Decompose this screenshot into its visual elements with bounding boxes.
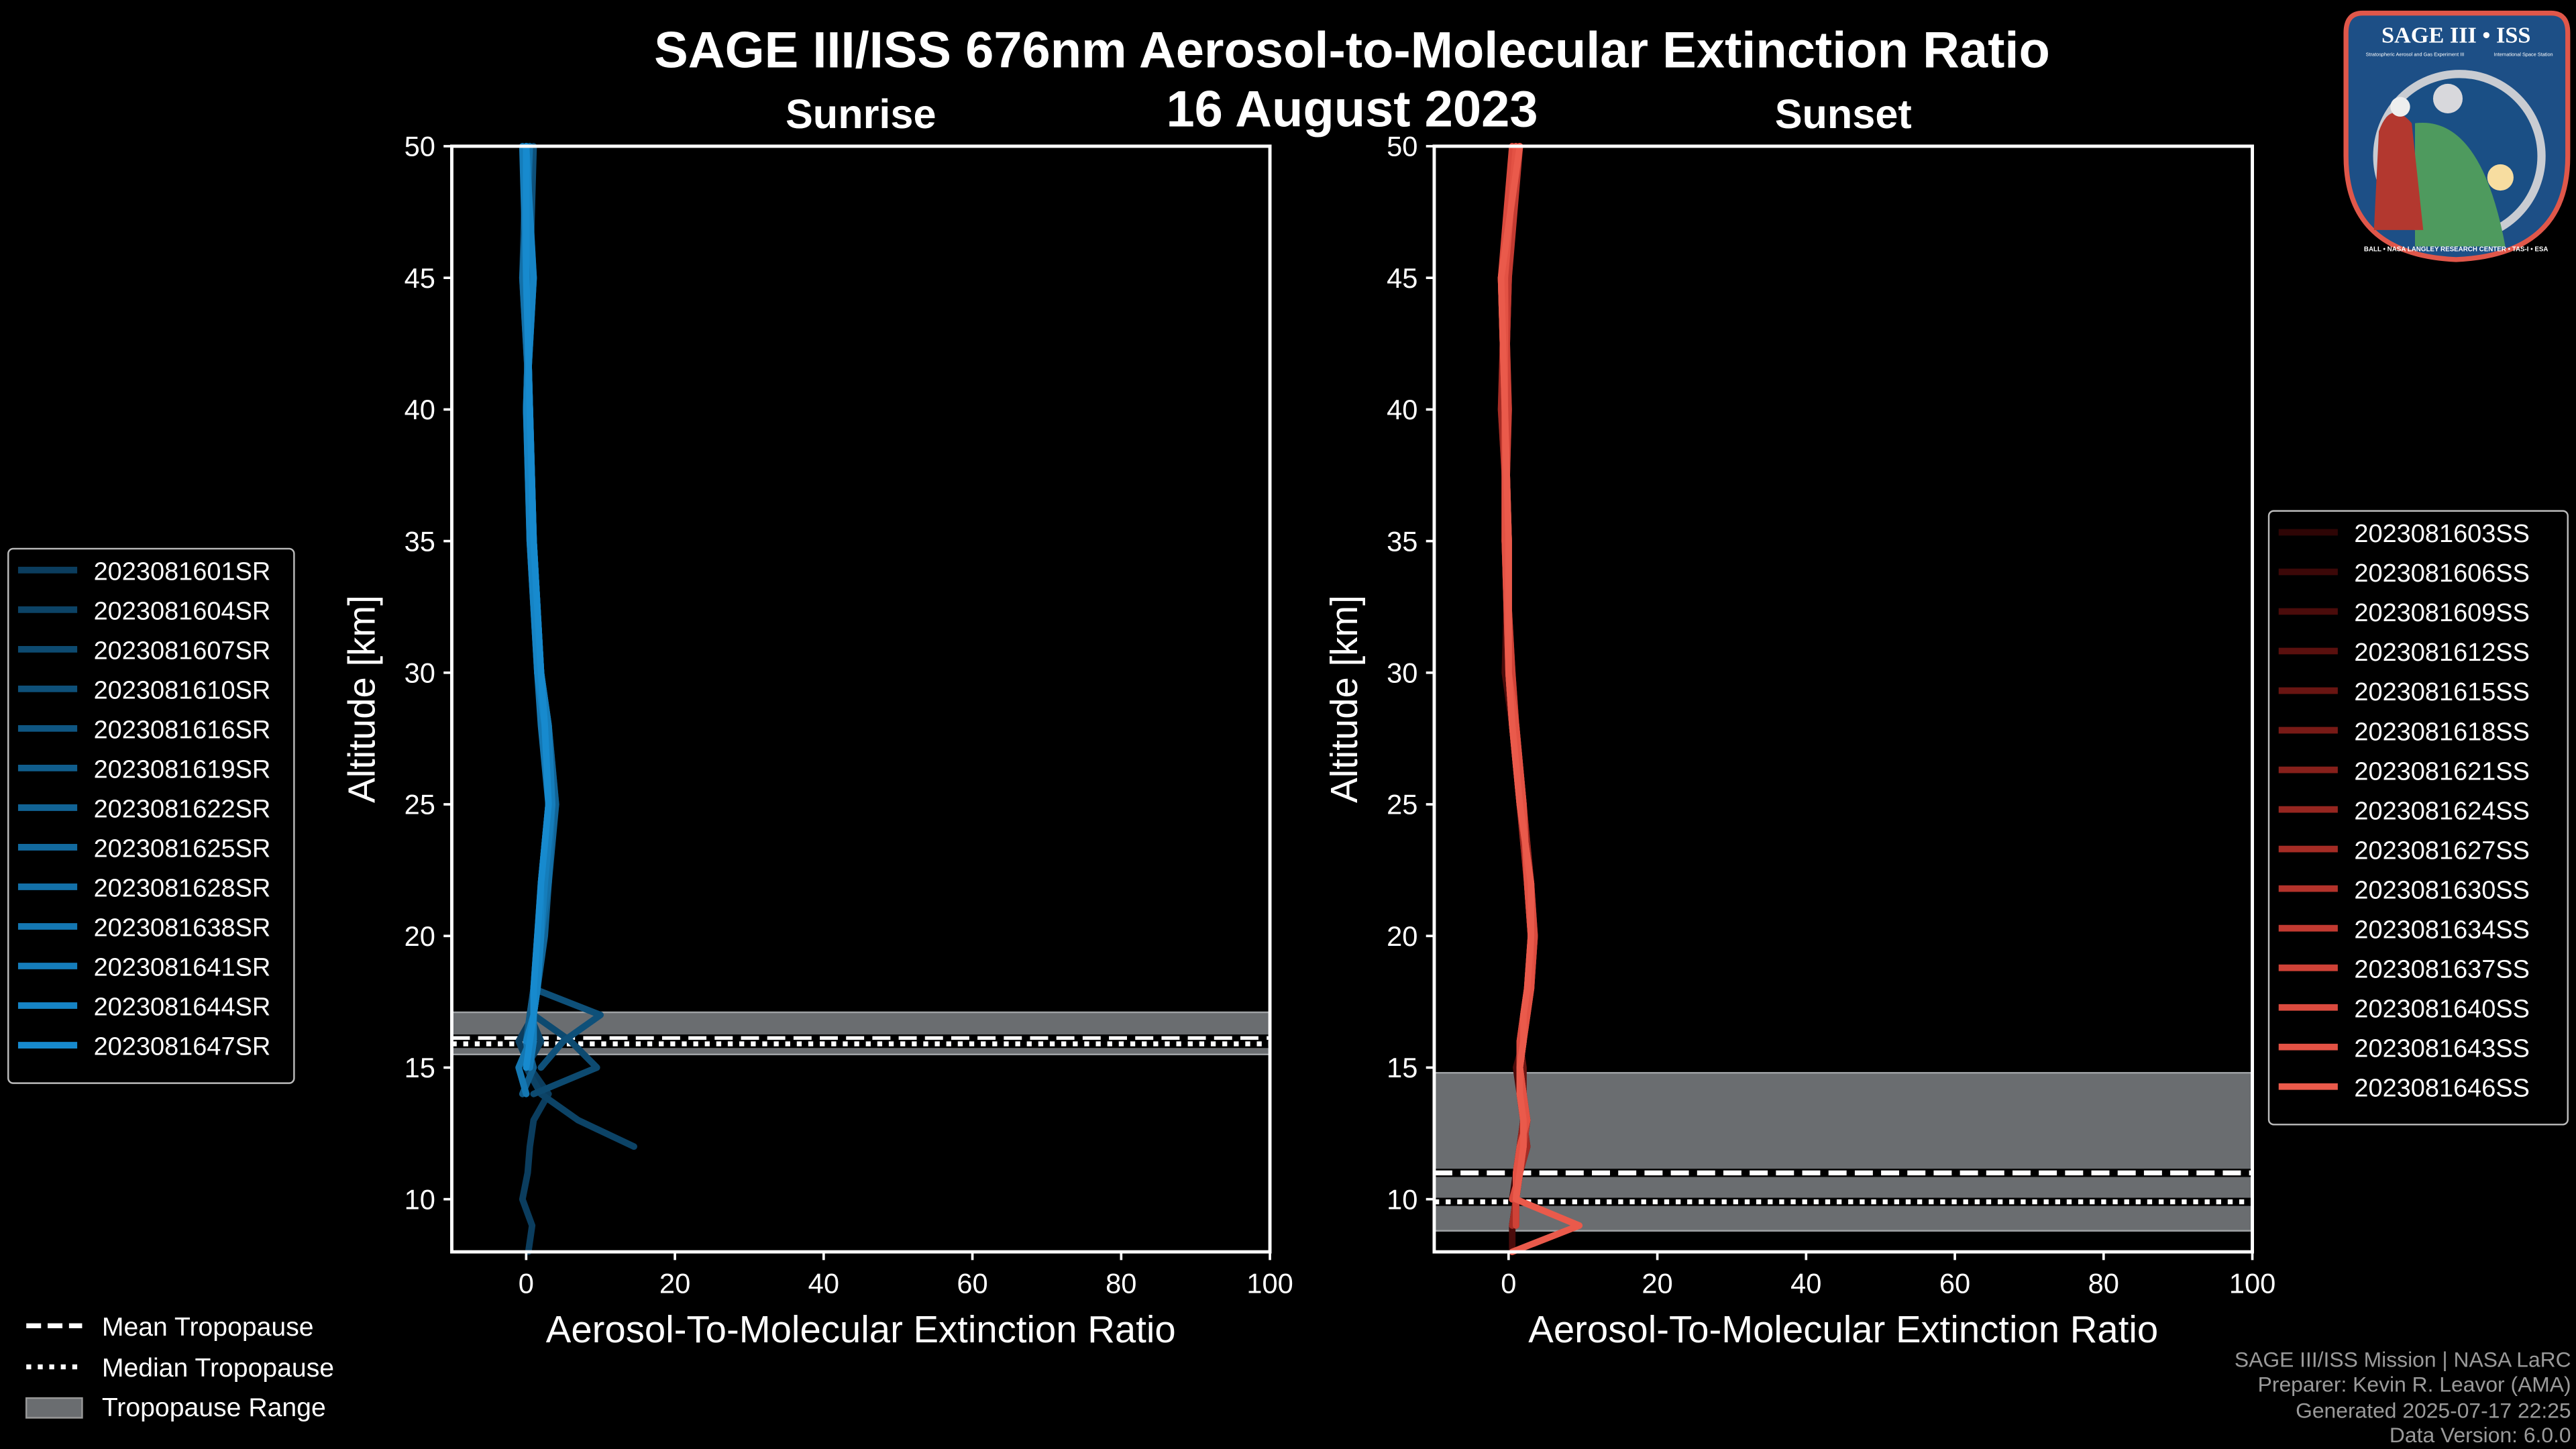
sunset-axes-frame [1432, 144, 2254, 1254]
sage-iii-iss-logo: SAGE III • ISS Stratospheric Aerosol and… [2343, 10, 2571, 262]
legend-entry: 2023081621SS [2354, 757, 2530, 786]
y-tick-label: 30 [405, 657, 435, 688]
legend-mean-tropopause: Mean Tropopause [102, 1313, 314, 1342]
legend-entry: 2023081619SR [94, 756, 271, 784]
y-tick-label: 10 [1387, 1183, 1417, 1215]
footer-version: Data Version: 6.0.0 [2390, 1423, 2571, 1447]
legend-entry: 2023081610SR [94, 677, 271, 705]
legend-entry: 2023081601SR [94, 557, 271, 586]
sunrise-axes-frame [450, 144, 1272, 1254]
legend-entry: 2023081603SS [2354, 520, 2530, 548]
legend-entry: 2023081643SS [2354, 1034, 2530, 1063]
sunrise-x-axis-label: Aerosol-To-Molecular Extinction Ratio [546, 1308, 1176, 1350]
x-tick-label: 80 [2088, 1267, 2119, 1299]
legend-entry: 2023081630SS [2354, 876, 2530, 904]
y-tick-label: 50 [405, 131, 435, 162]
legend-entry: 2023081644SR [94, 994, 271, 1022]
sunrise-plot-area [451, 146, 1271, 1252]
legend-entry: 2023081625SR [94, 835, 271, 863]
figure-date: 16 August 2023 [1166, 81, 1538, 138]
sunrise-axes: 0 20 40 60 80 100 10 15 20 25 30 35 40 45 50 Sunrise Aer… [340, 91, 1293, 1350]
legend-entry: 2023081646SS [2354, 1074, 2530, 1102]
legend-entry: 2023081622SR [94, 796, 271, 824]
legend-entry: 2023081615SS [2354, 678, 2530, 706]
x-tick-label: 40 [808, 1267, 839, 1299]
sunrise-subplot-title: Sunrise [786, 91, 936, 137]
y-tick-label: 20 [405, 920, 435, 952]
footer-generated: Generated 2025-07-17 22:25 [2296, 1398, 2571, 1422]
y-tick-label: 50 [1387, 131, 1417, 162]
x-tick-label: 80 [1106, 1267, 1136, 1299]
y-tick-label: 45 [405, 262, 435, 294]
legend-median-tropopause: Median Tropopause [102, 1354, 334, 1383]
footer-preparer: Preparer: Kevin R. Leavor (AMA) [2258, 1372, 2571, 1396]
sunset-plot-area [1434, 146, 2253, 1252]
legend-tropopause-range-swatch [25, 1397, 83, 1419]
x-tick-label: 60 [1939, 1267, 1970, 1299]
y-tick-label: 30 [1387, 657, 1417, 688]
legend-entry: 2023081641SR [94, 954, 271, 982]
y-tick-label: 40 [1387, 394, 1417, 425]
legend-entry: 2023081618SS [2354, 718, 2530, 746]
x-tick-label: 100 [1246, 1267, 1293, 1299]
x-tick-label: 40 [1790, 1267, 1821, 1299]
y-tick-label: 20 [1387, 920, 1417, 952]
legend-entry: 2023081647SR [94, 1033, 271, 1061]
svg-text:SAGE III • ISS: SAGE III • ISS [2381, 23, 2530, 48]
svg-text:Stratospheric Aerosol and Gas: Stratospheric Aerosol and Gas Experiment… [2366, 51, 2465, 57]
figure-title: SAGE III/ISS 676nm Aerosol-to-Molecular … [654, 21, 2050, 78]
x-tick-label: 20 [1642, 1267, 1672, 1299]
sunset-legend: 2023081603SS 2023081606SS 2023081609SS 2023… [2267, 510, 2569, 1126]
x-tick-label: 60 [957, 1267, 987, 1299]
sunrise-legend: 2023081601SR 2023081604SR 2023081607SR 2023… [7, 547, 295, 1084]
sunrise-y-axis-label: Altitude [km] [340, 595, 382, 803]
svg-text:BALL • NASA LANGLEY RESEARCH C: BALL • NASA LANGLEY RESEARCH CENTER • TA… [2364, 246, 2548, 254]
sunset-subplot-title: Sunset [1775, 91, 1912, 137]
legend-entry: 2023081637SS [2354, 955, 2530, 983]
legend-entry: 2023081607SR [94, 637, 271, 665]
y-tick-label: 40 [405, 394, 435, 425]
legend-entry: 2023081609SS [2354, 599, 2530, 627]
y-tick-label: 10 [405, 1183, 435, 1215]
tropopause-legend: Mean Tropopause Median Tropopause Tropop… [25, 1313, 334, 1422]
sunset-y-axis-label: Altitude [km] [1323, 595, 1365, 803]
footer-mission: SAGE III/ISS Mission | NASA LaRC [2235, 1348, 2571, 1372]
legend-entry: 2023081638SR [94, 914, 271, 943]
y-tick-label: 45 [1387, 262, 1417, 294]
sunset-x-axis-label: Aerosol-To-Molecular Extinction Ratio [1528, 1308, 2158, 1350]
y-tick-label: 15 [1387, 1052, 1417, 1083]
x-tick-label: 100 [2229, 1267, 2275, 1299]
sunset-legend-frame [2267, 510, 2569, 1126]
y-tick-label: 25 [1387, 789, 1417, 820]
footer: SAGE III/ISS Mission | NASA LaRC Prepare… [2235, 1348, 2571, 1448]
sunset-tropopause-range [1433, 1072, 2253, 1232]
y-tick-label: 35 [1387, 525, 1417, 557]
legend-tropopause-range: Tropopause Range [102, 1393, 326, 1422]
y-tick-label: 25 [405, 789, 435, 820]
legend-entry: 2023081604SR [94, 598, 271, 626]
svg-text:International Space Station: International Space Station [2494, 51, 2553, 57]
legend-entry: 2023081624SS [2354, 797, 2530, 825]
legend-entry: 2023081627SS [2354, 837, 2530, 865]
legend-entry: 2023081606SS [2354, 559, 2530, 588]
x-tick-label: 0 [1501, 1267, 1516, 1299]
legend-entry: 2023081616SR [94, 716, 271, 745]
legend-entry: 2023081612SS [2354, 639, 2530, 667]
legend-entry: 2023081628SR [94, 875, 271, 903]
x-tick-label: 20 [659, 1267, 690, 1299]
x-tick-label: 0 [519, 1267, 534, 1299]
y-tick-label: 15 [405, 1052, 435, 1083]
profile-2023081647SR [523, 143, 552, 1071]
legend-entry: 2023081640SS [2354, 995, 2530, 1023]
sunset-axes: 0 20 40 60 80 100 10 15 20 25 30 35 40 45 50 Sunset Aero… [1323, 91, 2275, 1350]
legend-entry: 2023081634SS [2354, 916, 2530, 944]
sunrise-legend-frame [7, 547, 295, 1084]
y-tick-label: 35 [405, 525, 435, 557]
profile-2023081646SS [1497, 143, 1583, 1256]
